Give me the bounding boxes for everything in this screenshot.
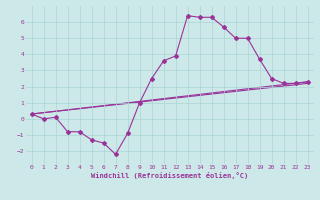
X-axis label: Windchill (Refroidissement éolien,°C): Windchill (Refroidissement éolien,°C)	[91, 172, 248, 179]
